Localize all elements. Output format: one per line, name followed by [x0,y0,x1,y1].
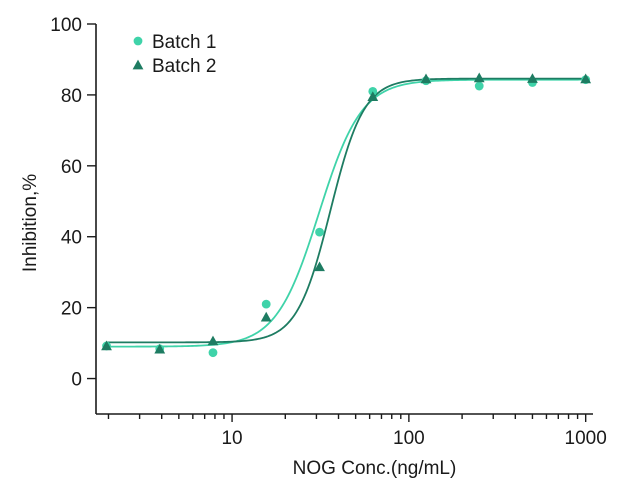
y-tick-label-0: 0 [71,370,82,391]
x-tick-label-100: 100 [393,428,425,449]
data-point-batch-2 [260,311,272,322]
x-axis-ticks: 10 100 1000 [107,414,607,449]
data-point-batch-2 [367,91,379,102]
legend-item-batch-1: Batch 1 [133,32,216,53]
data-point-batch-2 [580,73,592,84]
y-tick-label-100: 100 [50,15,82,36]
legend-marker-triangle [132,59,144,70]
legend-label-batch-2: Batch 2 [152,56,216,77]
fit-curve-batch-1 [106,78,586,348]
data-points [101,72,592,358]
y-tick-label-60: 60 [61,157,82,178]
x-tick-label-10: 10 [221,428,242,449]
y-tick-label-40: 40 [61,228,82,249]
legend: Batch 1 Batch 2 [132,32,216,77]
fit-curve-batch-2 [106,77,586,344]
plot-area: 0 20 40 60 80 100 10 100 1000 [50,15,607,449]
data-point-batch-1 [261,299,271,309]
x-axis-title: NOG Conc.(ng/mL) [293,458,457,479]
data-point-batch-1 [208,348,218,358]
data-point-batch-1 [474,81,484,91]
x-tick-label-1000: 1000 [565,428,607,449]
fit-curves [106,77,586,348]
data-point-batch-2 [420,73,432,84]
data-point-batch-1 [315,227,324,237]
y-tick-label-80: 80 [61,86,82,107]
data-point-batch-2 [207,335,219,346]
data-point-batch-2 [527,73,538,83]
data-point-batch-2 [101,340,112,351]
legend-label-batch-1: Batch 1 [152,32,216,53]
y-axis-ticks: 0 20 40 60 80 100 [50,15,96,391]
data-point-batch-2 [473,72,485,83]
y-axis-title: Inhibition,% [20,174,41,272]
legend-marker-circle [133,36,143,46]
legend-item-batch-2: Batch 2 [132,56,216,77]
y-tick-label-20: 20 [61,299,82,320]
data-point-batch-2 [314,261,325,272]
data-point-batch-2 [154,343,166,354]
